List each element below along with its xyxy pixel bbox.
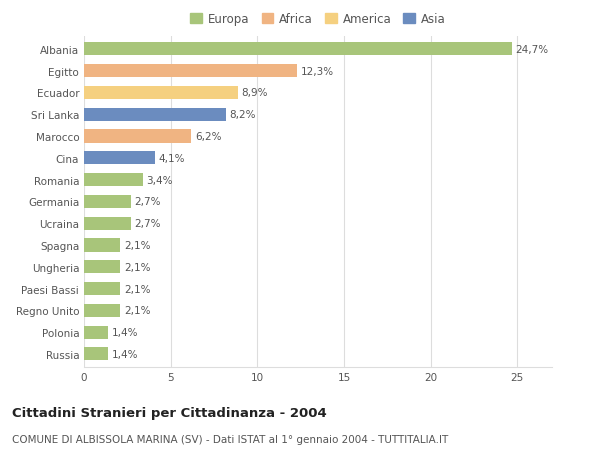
Bar bbox=[84, 347, 108, 361]
Text: 2,7%: 2,7% bbox=[134, 218, 161, 229]
Text: COMUNE DI ALBISSOLA MARINA (SV) - Dati ISTAT al 1° gennaio 2004 - TUTTITALIA.IT: COMUNE DI ALBISSOLA MARINA (SV) - Dati I… bbox=[12, 434, 448, 444]
Bar bbox=[84, 108, 226, 122]
Bar bbox=[84, 217, 131, 230]
Bar bbox=[84, 261, 121, 274]
Bar bbox=[84, 174, 143, 187]
Text: 8,9%: 8,9% bbox=[242, 88, 268, 98]
Bar bbox=[84, 65, 297, 78]
Text: 2,1%: 2,1% bbox=[124, 284, 151, 294]
Text: 2,1%: 2,1% bbox=[124, 262, 151, 272]
Bar bbox=[84, 282, 121, 296]
Text: Cittadini Stranieri per Cittadinanza - 2004: Cittadini Stranieri per Cittadinanza - 2… bbox=[12, 406, 327, 419]
Text: 6,2%: 6,2% bbox=[195, 132, 221, 142]
Bar bbox=[84, 239, 121, 252]
Bar bbox=[84, 87, 238, 100]
Text: 3,4%: 3,4% bbox=[146, 175, 173, 185]
Legend: Europa, Africa, America, Asia: Europa, Africa, America, Asia bbox=[187, 10, 449, 29]
Bar bbox=[84, 326, 108, 339]
Text: 12,3%: 12,3% bbox=[301, 67, 334, 77]
Bar bbox=[84, 196, 131, 208]
Bar bbox=[84, 152, 155, 165]
Text: 8,2%: 8,2% bbox=[230, 110, 256, 120]
Text: 24,7%: 24,7% bbox=[515, 45, 549, 55]
Text: 1,4%: 1,4% bbox=[112, 349, 138, 359]
Bar bbox=[84, 130, 191, 143]
Text: 1,4%: 1,4% bbox=[112, 327, 138, 337]
Bar bbox=[84, 43, 512, 56]
Text: 4,1%: 4,1% bbox=[158, 153, 185, 163]
Text: 2,1%: 2,1% bbox=[124, 306, 151, 316]
Text: 2,7%: 2,7% bbox=[134, 197, 161, 207]
Text: 2,1%: 2,1% bbox=[124, 241, 151, 251]
Bar bbox=[84, 304, 121, 317]
